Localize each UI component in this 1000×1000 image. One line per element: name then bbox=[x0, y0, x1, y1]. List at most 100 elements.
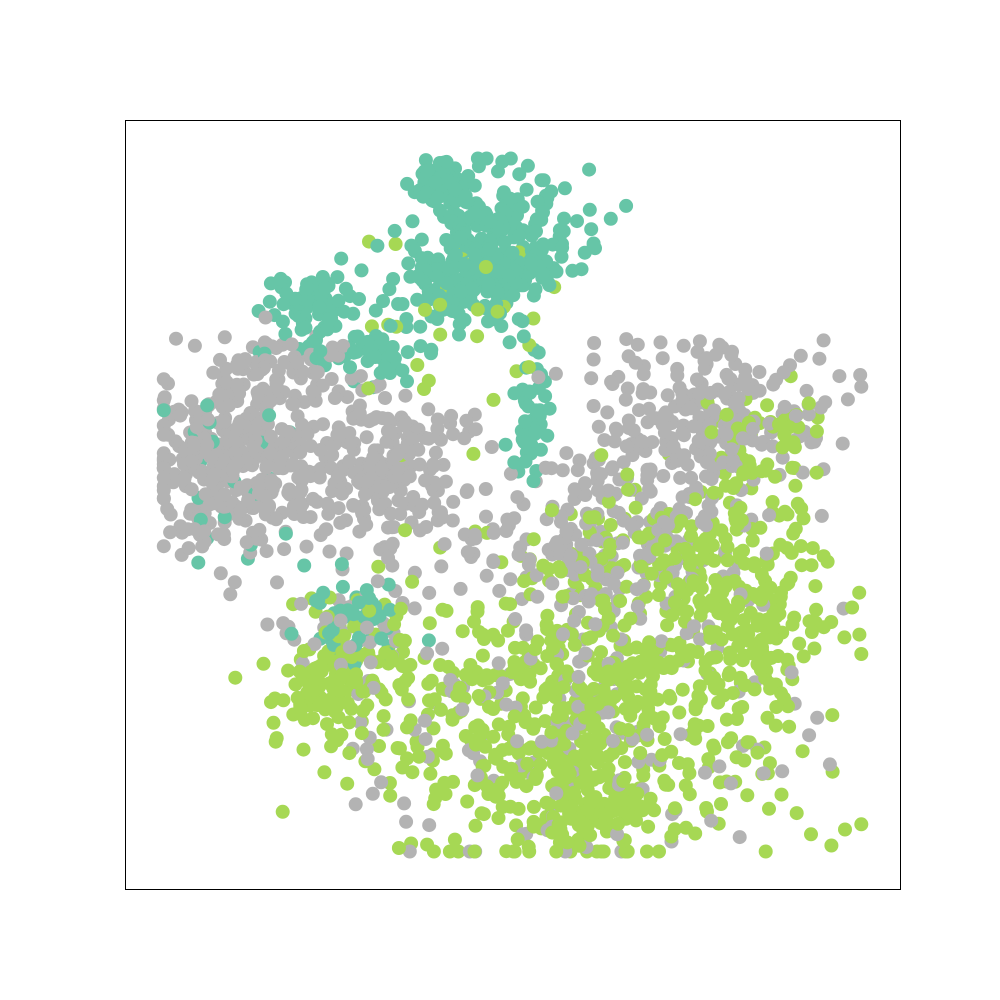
scatter-point-teal bbox=[529, 403, 544, 418]
scatter-point-gray bbox=[252, 522, 267, 537]
scatter-point-gray bbox=[698, 765, 712, 780]
scatter-point-gray bbox=[227, 575, 242, 590]
scatter-point-gray bbox=[181, 541, 196, 556]
scatter-point-lime bbox=[585, 720, 600, 735]
scatter-point-lime bbox=[658, 570, 673, 585]
scatter-point-gray bbox=[381, 520, 395, 535]
scatter-point-gray bbox=[853, 368, 868, 382]
scatter-point-gray bbox=[325, 448, 340, 462]
scatter-point-lime bbox=[340, 776, 355, 791]
scatter-point-lime bbox=[554, 564, 568, 579]
scatter-point-teal bbox=[538, 389, 553, 404]
scatter-point-teal bbox=[320, 322, 335, 337]
scatter-point-gray bbox=[418, 732, 433, 747]
scatter-point-gray bbox=[251, 486, 266, 501]
scatter-point-lime bbox=[786, 526, 801, 541]
scatter-point-lime bbox=[729, 712, 744, 726]
scatter-point-lime bbox=[688, 826, 703, 841]
scatter-point-gray bbox=[380, 411, 395, 426]
scatter-point-lime bbox=[740, 788, 755, 803]
scatter-point-teal bbox=[501, 268, 516, 283]
scatter-point-gray bbox=[204, 473, 219, 488]
scatter-point-lime bbox=[337, 628, 351, 643]
scatter-point-teal bbox=[467, 205, 482, 220]
scatter-point-gray bbox=[642, 482, 656, 497]
scatter-point-gray bbox=[421, 402, 436, 417]
scatter-point-teal bbox=[410, 292, 425, 307]
scatter-point-lime bbox=[807, 641, 822, 656]
scatter-point-teal bbox=[200, 398, 215, 413]
scatter-point-gray bbox=[324, 372, 339, 386]
scatter-point-gray bbox=[270, 575, 284, 590]
scatter-point-gray bbox=[342, 426, 357, 440]
scatter-point-gray bbox=[286, 397, 301, 412]
scatter-point-lime bbox=[455, 624, 470, 639]
scatter-point-lime bbox=[556, 680, 571, 695]
scatter-point-lime bbox=[460, 794, 475, 809]
scatter-point-teal bbox=[529, 224, 543, 239]
scatter-point-gray bbox=[390, 462, 405, 477]
scatter-point-lime bbox=[854, 817, 869, 832]
scatter-point-gray bbox=[703, 386, 717, 401]
scatter-point-lime bbox=[611, 816, 626, 831]
scatter-point-gray bbox=[656, 515, 671, 530]
scatter-point-lime bbox=[372, 739, 386, 753]
scatter-point-gray bbox=[801, 407, 816, 422]
scatter-point-lime bbox=[306, 711, 320, 726]
scatter-point-gray bbox=[600, 405, 615, 420]
scatter-point-lime bbox=[794, 501, 809, 516]
scatter-point-gray bbox=[211, 527, 226, 542]
scatter-point-lime bbox=[762, 756, 777, 771]
scatter-point-gray bbox=[264, 473, 279, 488]
scatter-point-lime bbox=[785, 460, 800, 475]
scatter-point-lime bbox=[470, 329, 485, 344]
scatter-point-teal bbox=[278, 327, 293, 341]
scatter-point-gray bbox=[686, 419, 701, 434]
scatter-point-lime bbox=[611, 661, 626, 676]
scatter-point-gray bbox=[233, 503, 248, 518]
scatter-point-lime bbox=[837, 630, 852, 645]
scatter-point-gray bbox=[728, 395, 743, 410]
scatter-point-lime bbox=[735, 700, 750, 714]
scatter-point-gray bbox=[333, 515, 348, 530]
scatter-point-gray bbox=[381, 551, 396, 566]
scatter-point-gray bbox=[503, 466, 518, 481]
scatter-point-lime bbox=[772, 417, 786, 432]
scatter-point-gray bbox=[615, 535, 630, 550]
scatter-point-lime bbox=[703, 630, 718, 645]
scatter-point-teal bbox=[318, 281, 333, 296]
scatter-point-lime bbox=[760, 710, 775, 725]
scatter-point-gray bbox=[430, 421, 445, 436]
scatter-point-lime bbox=[667, 822, 682, 837]
scatter-point-gray bbox=[724, 442, 739, 457]
scatter-point-lime bbox=[583, 796, 598, 811]
scatter-point-gray bbox=[467, 527, 482, 542]
scatter-point-lime bbox=[765, 495, 780, 509]
scatter-point-lime bbox=[580, 631, 595, 646]
scatter-point-lime bbox=[471, 689, 486, 703]
scatter-point-lime bbox=[780, 541, 794, 556]
scatter-point-lime bbox=[491, 811, 506, 825]
scatter-point-gray bbox=[163, 507, 178, 522]
scatter-point-lime bbox=[758, 844, 773, 859]
scatter-point-gray bbox=[684, 470, 699, 485]
scatter-point-lime bbox=[506, 844, 521, 859]
scatter-point-lime bbox=[396, 645, 410, 659]
scatter-point-teal bbox=[414, 251, 429, 266]
scatter-point-lime bbox=[707, 741, 722, 756]
scatter-point-gray bbox=[223, 587, 238, 602]
scatter-point-teal bbox=[337, 304, 351, 319]
scatter-point-gray bbox=[263, 446, 278, 461]
scatter-point-gray bbox=[397, 418, 412, 433]
scatter-point-teal bbox=[410, 269, 425, 284]
scatter-point-teal bbox=[313, 344, 328, 359]
scatter-point-teal bbox=[420, 163, 435, 178]
scatter-point-gray bbox=[310, 365, 325, 380]
scatter-point-gray bbox=[445, 513, 460, 528]
scatter-point-teal bbox=[483, 214, 498, 229]
scatter-point-gray bbox=[213, 566, 228, 581]
scatter-point-gray bbox=[606, 734, 620, 748]
scatter-point-lime bbox=[707, 553, 722, 568]
scatter-point-lime bbox=[613, 594, 628, 608]
scatter-point-gray bbox=[578, 476, 592, 491]
